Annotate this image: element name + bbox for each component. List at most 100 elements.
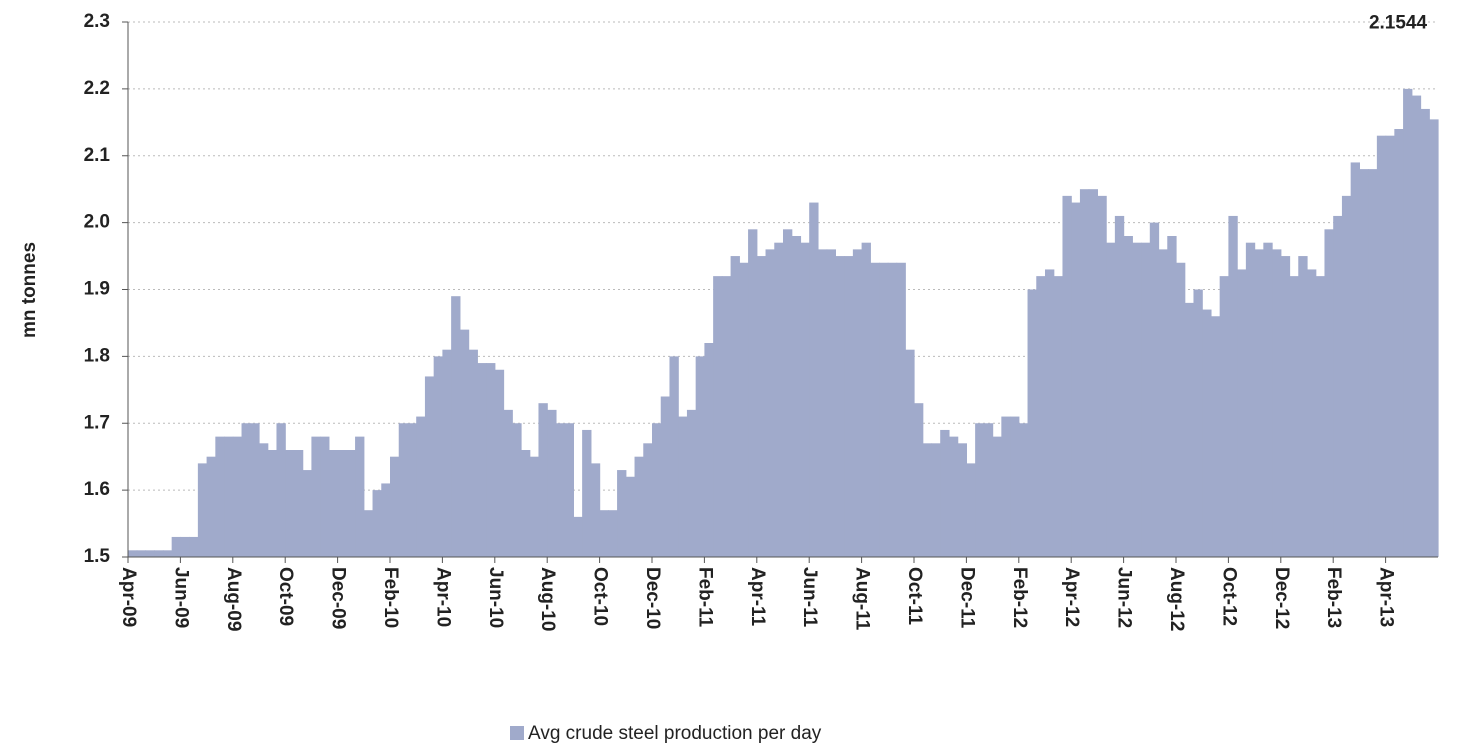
bar <box>512 423 522 557</box>
bar <box>765 249 775 557</box>
bar <box>1071 202 1081 557</box>
x-tick-label: Aug-10 <box>537 567 558 631</box>
bar <box>1350 162 1360 557</box>
y-tick-label: 1.6 <box>84 479 110 500</box>
bar <box>817 249 828 557</box>
bar <box>573 516 583 557</box>
x-tick-label: Aug-09 <box>223 567 244 631</box>
bar <box>189 536 199 557</box>
bar <box>844 256 854 557</box>
x-tick-label: Dec-10 <box>642 567 663 629</box>
bar <box>521 450 531 557</box>
bar <box>748 229 758 557</box>
bar <box>180 536 190 557</box>
bar <box>1079 189 1090 557</box>
bar <box>311 436 321 557</box>
bar <box>852 249 863 557</box>
bar <box>477 363 487 557</box>
bar <box>1254 249 1264 557</box>
bar <box>320 436 330 557</box>
bar <box>896 262 906 557</box>
bar <box>774 242 784 557</box>
bar <box>966 463 976 557</box>
bar <box>1123 236 1133 557</box>
y-tick-label: 1.9 <box>84 279 110 300</box>
bar <box>652 423 662 557</box>
x-tick-label: Apr-09 <box>118 567 139 627</box>
y-tick-label: 1.8 <box>84 345 110 366</box>
annotation: 2.1544 <box>1369 12 1428 33</box>
bar <box>276 423 286 557</box>
bar <box>1289 276 1299 557</box>
y-axis-label: mn tonnes <box>19 242 40 338</box>
bar <box>713 276 723 557</box>
bar <box>1263 242 1273 557</box>
bar <box>407 423 417 557</box>
bar <box>975 423 985 557</box>
bar <box>241 423 251 557</box>
bar <box>783 229 793 557</box>
legend-swatch <box>510 726 524 740</box>
bar <box>1114 215 1125 557</box>
bar <box>381 483 391 557</box>
bar <box>337 450 347 557</box>
x-tick-label: Oct-09 <box>275 567 296 626</box>
bar <box>1184 302 1195 557</box>
bar <box>992 436 1002 557</box>
x-tick-label: Apr-13 <box>1376 567 1397 627</box>
bar <box>1429 119 1439 558</box>
x-tick-label: Jun-12 <box>1114 567 1135 628</box>
bar <box>451 296 461 557</box>
y-tick-label: 2.0 <box>84 212 110 233</box>
x-tick-label: Jun-11 <box>799 567 820 628</box>
bar <box>1228 215 1238 557</box>
bar <box>442 349 452 557</box>
x-tick-label: Apr-12 <box>1061 567 1082 627</box>
bar <box>1420 108 1430 557</box>
bar <box>739 262 749 557</box>
bar <box>879 262 889 557</box>
bar <box>1219 276 1229 557</box>
bar <box>730 256 740 557</box>
bar <box>1394 129 1404 557</box>
bar <box>660 396 671 557</box>
bar <box>1097 195 1107 557</box>
bar <box>1062 195 1072 557</box>
bar <box>1001 416 1011 557</box>
bar <box>686 409 697 557</box>
bar <box>390 456 400 557</box>
bar <box>1280 256 1291 557</box>
y-tick-label: 1.7 <box>84 412 110 433</box>
bar <box>931 443 941 557</box>
x-tick-label: Aug-12 <box>1166 567 1187 631</box>
bar <box>1018 423 1029 557</box>
bar <box>1385 135 1395 557</box>
x-tick-label: Apr-11 <box>747 567 768 627</box>
bar <box>835 256 845 557</box>
bar <box>1315 276 1326 557</box>
bar <box>564 423 574 557</box>
y-tick-label: 2.3 <box>84 11 110 32</box>
bar <box>206 456 216 557</box>
bar <box>171 536 181 557</box>
bar <box>1027 289 1037 557</box>
x-tick-label: Dec-09 <box>328 567 349 629</box>
bar <box>503 409 513 557</box>
bar <box>1359 169 1369 557</box>
y-tick-label: 2.1 <box>84 145 111 166</box>
bar <box>416 416 426 557</box>
bar <box>678 416 688 557</box>
bar <box>1202 309 1212 557</box>
bar <box>1368 169 1378 557</box>
bar <box>1272 249 1282 557</box>
bar <box>922 443 933 557</box>
bar <box>154 550 164 557</box>
x-tick-label: Oct-11 <box>904 567 925 626</box>
bar <box>643 443 653 557</box>
bar <box>791 236 802 557</box>
bar <box>346 450 356 557</box>
x-tick-label: Aug-11 <box>852 567 873 631</box>
bar <box>302 470 312 557</box>
bar <box>486 363 496 557</box>
bar <box>1158 249 1168 557</box>
